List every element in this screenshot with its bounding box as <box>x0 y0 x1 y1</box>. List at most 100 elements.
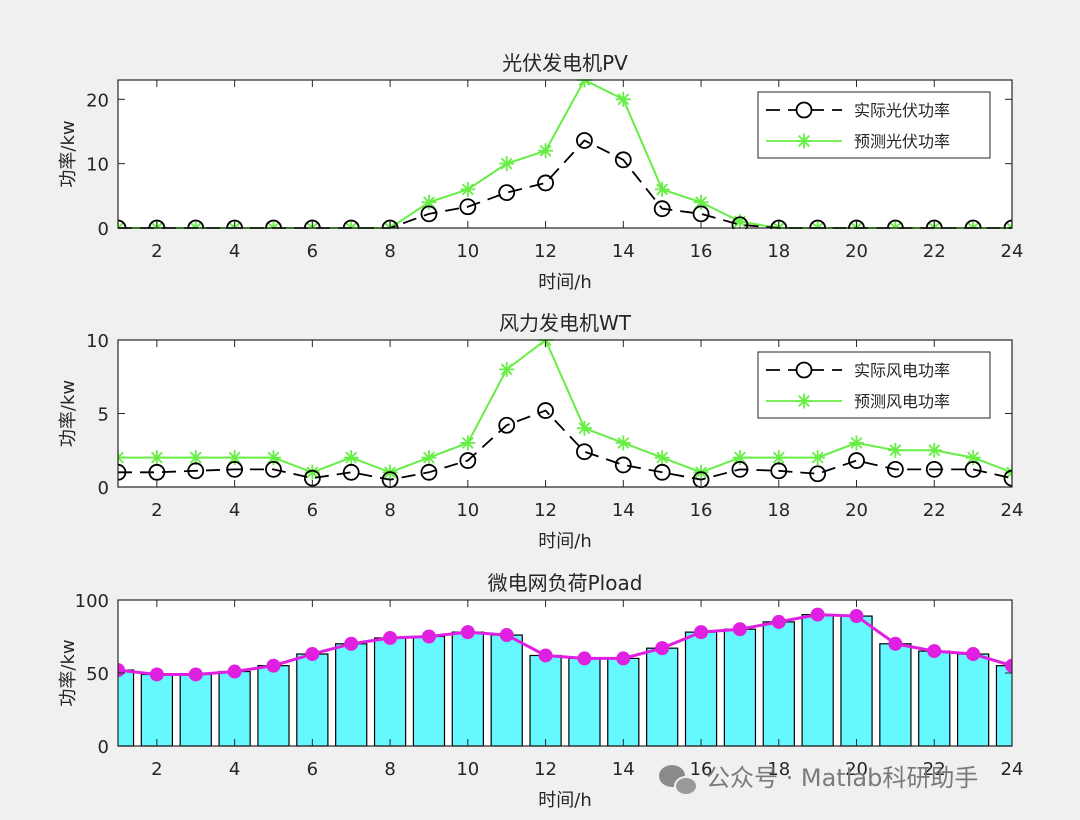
x-tick-label: 22 <box>923 500 946 521</box>
load-bar <box>801 613 834 747</box>
x-tick-label: 2 <box>151 241 162 262</box>
watermark-text: 公众号 · Matlab科研助手 <box>706 764 978 792</box>
predicted-point <box>499 361 515 377</box>
load-bar <box>684 631 718 747</box>
x-tick-label: 4 <box>229 500 240 521</box>
legend-marker <box>796 133 812 149</box>
load-bar <box>646 647 679 747</box>
predicted-point <box>693 194 709 210</box>
load-point <box>344 636 359 651</box>
predicted-point <box>926 442 942 458</box>
actual-point <box>809 465 827 483</box>
x-tick-label: 20 <box>845 241 868 262</box>
actual-point <box>459 452 477 469</box>
y-tick-label: 0 <box>98 737 109 758</box>
load-bar <box>218 670 251 747</box>
load-point <box>383 630 398 645</box>
legend-entry-label: 预测光伏功率 <box>854 132 950 151</box>
y-tick-label: 5 <box>98 405 109 426</box>
load-point <box>227 664 242 679</box>
watermark: 公众号 · Matlab科研助手 <box>659 764 978 796</box>
predicted-point <box>771 450 787 466</box>
predicted-point <box>576 420 592 436</box>
axes-frame <box>117 79 1013 229</box>
load-point <box>810 607 825 622</box>
load-point <box>499 628 514 643</box>
predicted-point <box>654 450 670 466</box>
x-tick-label: 16 <box>690 500 713 521</box>
y-axis-label: 功率/kw <box>58 639 79 706</box>
y-axis-label: 功率/kw <box>58 120 79 187</box>
load-point <box>694 625 709 640</box>
load-bar <box>490 634 523 747</box>
chart-1: 2 4 6 8 10 12 14 16 18 20 22 2401020光伏发电机PV时间/h功率/k… <box>58 51 1023 293</box>
plot-area <box>118 600 1012 746</box>
load-bar <box>529 654 562 747</box>
actual-point <box>226 460 244 478</box>
chart-title: 微电网负荷Pload <box>488 571 643 595</box>
y-tick-label: 100 <box>75 591 109 612</box>
x-tick-label: 6 <box>307 500 318 521</box>
actual-point <box>420 205 438 223</box>
load-point <box>460 625 475 640</box>
predicted-point <box>732 450 748 466</box>
legend-entry-label: 预测风电功率 <box>854 392 950 411</box>
actual-point <box>118 463 127 481</box>
chart-3: 2 4 6 8 10 12 14 16 18 20 22 24050100微电网负荷Pload时间/h… <box>58 571 1023 811</box>
actual-point <box>614 456 632 474</box>
chart-2: 2 4 6 8 10 12 14 16 18 20 22 240510风力发电机WT时间/h功率/kw… <box>58 311 1023 552</box>
x-tick-label: 12 <box>534 500 557 521</box>
load-bar <box>179 673 212 747</box>
x-tick-label: 2 <box>151 500 162 521</box>
predicted-point <box>421 450 437 466</box>
predicted-point <box>615 435 631 451</box>
x-tick-label: 18 <box>767 759 790 780</box>
load-point <box>538 648 553 663</box>
y-tick-label: 0 <box>98 219 109 240</box>
x-tick-label: 22 <box>923 759 946 780</box>
x-tick-label: 16 <box>690 759 713 780</box>
x-tick-label: 10 <box>456 759 479 780</box>
x-tick-label: 6 <box>307 759 318 780</box>
predicted-point <box>460 181 476 197</box>
x-tick-label: 4 <box>229 759 240 780</box>
x-tick-label: 24 <box>1001 500 1024 521</box>
predicted-point <box>265 450 281 466</box>
plot-content <box>118 339 1012 488</box>
load-point <box>655 641 670 656</box>
actual-point <box>614 151 632 169</box>
actual-point <box>576 443 593 461</box>
x-tick-label: 8 <box>384 241 395 262</box>
load-point <box>305 647 320 662</box>
load-point <box>149 667 164 682</box>
actual-point <box>537 174 554 192</box>
load-point <box>771 614 786 629</box>
actual-point <box>148 463 166 481</box>
y-tick-label: 20 <box>86 90 109 111</box>
actual-point <box>653 200 671 218</box>
actual-point <box>537 402 554 419</box>
actual-point <box>653 463 671 481</box>
legend-entry-label: 实际风电功率 <box>854 361 950 380</box>
predicted-point <box>654 181 670 197</box>
y-tick-label: 10 <box>86 331 109 352</box>
x-axis-label: 时间/h <box>538 531 591 552</box>
load-bar <box>335 643 368 747</box>
legend-marker <box>795 101 813 119</box>
legend-box <box>757 351 991 419</box>
y-tick-label: 0 <box>98 478 109 499</box>
load-bar <box>607 657 640 747</box>
load-bar <box>257 665 290 747</box>
predicted-point <box>304 464 320 480</box>
plot-content <box>118 607 1012 747</box>
x-tick-label: 8 <box>384 500 395 521</box>
predicted-point <box>188 450 204 466</box>
x-tick-label: 22 <box>923 241 946 262</box>
load-bar <box>451 631 484 747</box>
load-bar <box>840 615 873 747</box>
actual-point <box>886 460 904 478</box>
actual-point <box>420 463 438 481</box>
